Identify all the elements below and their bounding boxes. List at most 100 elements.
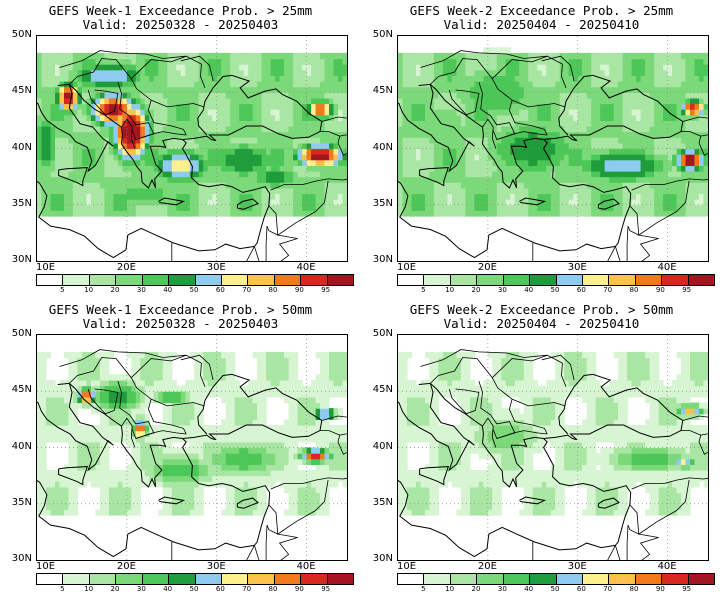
prob-cell bbox=[407, 64, 413, 71]
prob-cell bbox=[122, 52, 128, 60]
prob-cell bbox=[694, 142, 700, 150]
prob-cell bbox=[221, 58, 227, 65]
prob-cell bbox=[537, 187, 543, 195]
prob-cell bbox=[469, 69, 475, 76]
prob-cell bbox=[239, 120, 245, 127]
prob-cell bbox=[582, 210, 588, 217]
prob-cell bbox=[591, 193, 597, 200]
prob-cell bbox=[519, 114, 525, 121]
prob-cell bbox=[72, 509, 78, 516]
prob-cell bbox=[68, 509, 74, 516]
prob-cell bbox=[672, 69, 678, 76]
prob-cell bbox=[162, 165, 168, 172]
prob-cell bbox=[171, 97, 177, 105]
colorbar-swatch bbox=[142, 275, 170, 285]
prob-cell bbox=[469, 159, 475, 166]
prob-cell bbox=[694, 165, 700, 172]
prob-cell bbox=[555, 131, 561, 138]
prob-cell bbox=[230, 148, 236, 155]
prob-cell bbox=[203, 199, 209, 206]
prob-cell bbox=[149, 380, 155, 387]
prob-cell bbox=[694, 109, 700, 116]
prob-cell bbox=[131, 154, 137, 161]
prob-cell bbox=[180, 408, 186, 415]
prob-cell bbox=[41, 391, 47, 398]
prob-cell bbox=[492, 69, 498, 76]
prob-cell bbox=[171, 210, 177, 217]
prob-cell bbox=[77, 464, 83, 471]
prob-cell bbox=[99, 182, 105, 189]
prob-cell bbox=[180, 464, 186, 471]
prob-cell bbox=[411, 109, 417, 116]
prob-cell bbox=[144, 351, 150, 359]
prob-cell bbox=[162, 109, 168, 116]
prob-cell bbox=[108, 204, 114, 211]
prob-cell bbox=[176, 131, 182, 138]
prob-cell bbox=[59, 396, 65, 404]
prob-cell bbox=[194, 430, 200, 437]
prob-cell bbox=[573, 97, 579, 105]
prob-cell bbox=[555, 159, 561, 166]
prob-cell bbox=[324, 114, 330, 121]
prob-cell bbox=[537, 81, 543, 88]
prob-cell bbox=[541, 199, 547, 206]
prob-cell bbox=[658, 142, 664, 150]
prob-cell bbox=[613, 182, 619, 189]
prob-cell bbox=[55, 154, 61, 161]
prob-cell bbox=[104, 396, 110, 404]
prob-cell bbox=[86, 58, 92, 65]
prob-cell bbox=[99, 402, 105, 409]
prob-cell bbox=[398, 148, 404, 155]
prob-cell bbox=[306, 103, 312, 110]
prob-cell bbox=[158, 453, 164, 460]
prob-cell bbox=[519, 109, 525, 116]
prob-cell bbox=[81, 481, 87, 488]
prob-cell bbox=[162, 447, 168, 454]
prob-cell bbox=[185, 103, 191, 110]
prob-cell bbox=[212, 120, 218, 127]
prob-cell bbox=[68, 137, 74, 144]
prob-cell bbox=[64, 75, 70, 82]
prob-cell bbox=[699, 120, 705, 127]
prob-cell bbox=[176, 92, 182, 99]
prob-cell bbox=[167, 97, 173, 105]
prob-cell bbox=[180, 159, 186, 166]
prob-cell bbox=[411, 120, 417, 127]
prob-cell bbox=[140, 436, 146, 443]
prob-cell bbox=[59, 413, 65, 420]
prob-cell bbox=[117, 498, 123, 505]
prob-cell bbox=[257, 75, 263, 82]
prob-cell bbox=[315, 193, 321, 200]
prob-cell bbox=[140, 126, 146, 133]
prob-cell bbox=[144, 137, 150, 144]
prob-cell bbox=[613, 165, 619, 172]
prob-cell bbox=[234, 176, 240, 183]
prob-cell bbox=[46, 97, 52, 105]
prob-cell bbox=[140, 137, 146, 144]
prob-cell bbox=[77, 86, 83, 93]
prob-cell bbox=[402, 154, 408, 161]
prob-cell bbox=[631, 58, 637, 65]
prob-cell bbox=[315, 171, 321, 178]
prob-cell bbox=[407, 131, 413, 138]
prob-cell bbox=[59, 492, 65, 499]
prob-cell bbox=[266, 137, 272, 144]
prob-cell bbox=[528, 176, 534, 183]
prob-cell bbox=[703, 81, 708, 88]
prob-cell bbox=[248, 58, 254, 65]
prob-cell bbox=[140, 131, 146, 138]
prob-cell bbox=[582, 182, 588, 189]
prob-cell bbox=[131, 481, 137, 488]
prob-cell bbox=[672, 142, 678, 150]
prob-cell bbox=[586, 199, 592, 206]
prob-cell bbox=[631, 103, 637, 110]
prob-cell bbox=[198, 109, 204, 116]
prob-cell bbox=[519, 159, 525, 166]
prob-cell bbox=[582, 97, 588, 105]
prob-cell bbox=[398, 97, 404, 105]
prob-cell bbox=[108, 396, 114, 404]
prob-cell bbox=[194, 97, 200, 105]
prob-cell bbox=[41, 165, 47, 172]
prob-cell bbox=[640, 75, 646, 82]
prob-cell bbox=[631, 97, 637, 105]
